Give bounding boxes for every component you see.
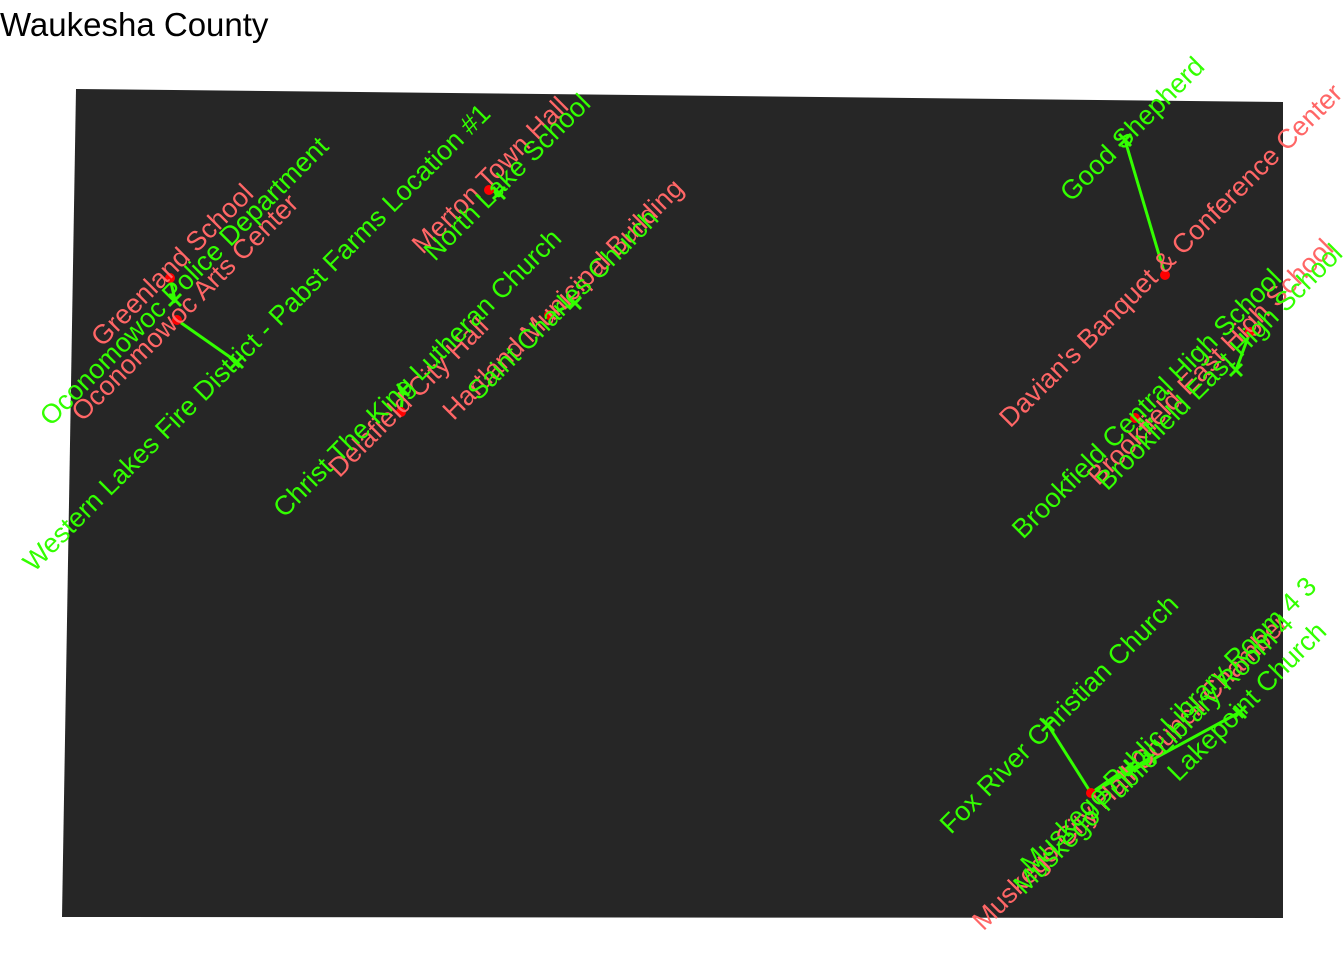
connector-line (1090, 710, 1241, 795)
polling-place-marker (1245, 327, 1255, 337)
polling-place-marker (172, 315, 182, 325)
connector-line (176, 318, 238, 364)
drop-box-marker (567, 295, 583, 311)
drop-box-marker (491, 185, 507, 201)
drop-box-marker (1122, 758, 1138, 774)
polling-place-marker (396, 407, 406, 417)
polling-place-marker (1086, 788, 1096, 798)
drop-box-marker (395, 382, 411, 398)
drop-box-marker (1117, 132, 1133, 148)
drop-box-marker (1228, 362, 1244, 378)
drop-box-marker (1040, 717, 1056, 733)
polling-place-marker (1160, 270, 1170, 280)
drop-box-marker (1142, 750, 1158, 766)
connector-line (1234, 331, 1252, 371)
polling-place-points (165, 185, 1255, 798)
drop-box-marker (1137, 416, 1153, 432)
polling-place-marker (544, 310, 554, 320)
map-title: Waukesha County (0, 6, 269, 43)
waukesha-county-shape (62, 89, 1283, 918)
drop-box-marker (229, 354, 245, 370)
polling-place-marker (165, 273, 175, 283)
polling-place-marker (484, 185, 494, 195)
connector-line (1046, 724, 1093, 794)
connector-line (1123, 139, 1167, 276)
drop-box-marker (167, 292, 183, 308)
drop-box-marker (1232, 704, 1248, 720)
polling-place-marker (1130, 413, 1140, 423)
drop-box-points (167, 132, 1248, 774)
